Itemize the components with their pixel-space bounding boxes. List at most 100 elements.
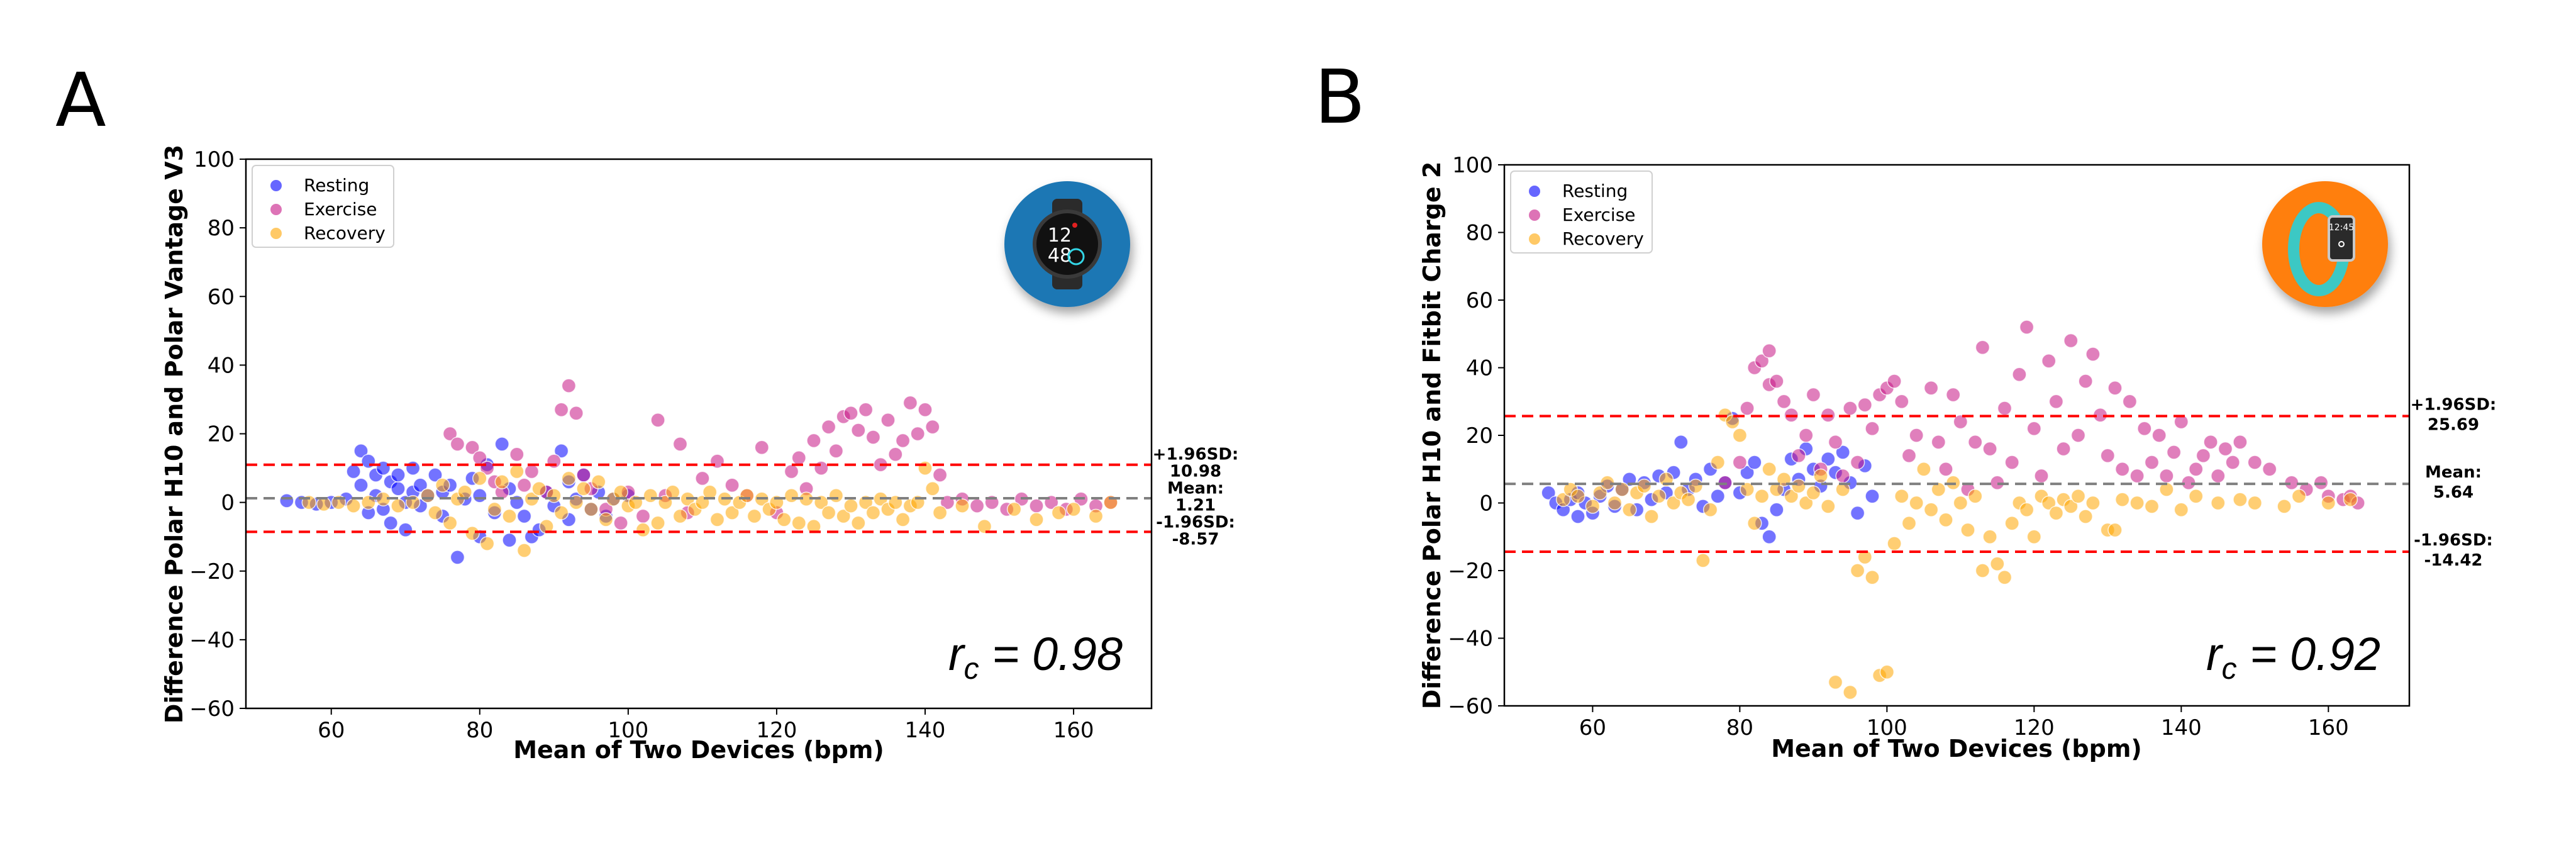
scatter-point-recovery: [1622, 502, 1637, 518]
band-time-icon: 12:45: [2329, 223, 2354, 233]
legend-label-recovery: Recovery: [1562, 228, 1644, 249]
scatter-point-exercise: [547, 454, 562, 469]
scatter-point-exercise: [1857, 397, 1873, 413]
scatter-point-recovery: [598, 512, 614, 527]
y-tick-label: 20: [208, 422, 235, 447]
scatter-point-recovery: [465, 525, 480, 541]
scatter-point-recovery: [1865, 570, 1880, 585]
scatter-point-recovery: [591, 474, 606, 489]
scatter-point-recovery: [1614, 482, 1629, 497]
scatter-point-resting: [413, 477, 428, 493]
device-icon-watch: 12 48: [1004, 181, 1130, 307]
scatter-point-exercise: [576, 467, 591, 483]
scatter-point-recovery: [955, 498, 970, 513]
scatter-point-exercise: [888, 447, 903, 462]
scatter-point-exercise: [2012, 367, 2027, 382]
scatter-point-exercise: [1732, 455, 1748, 470]
scatter-point-recovery: [2041, 495, 2057, 511]
scatter-point-exercise: [2070, 428, 2086, 443]
y-tick-label: 80: [1466, 221, 1493, 246]
scatter-point-exercise: [2262, 462, 2277, 477]
lower-loa-value: -14.42: [2424, 551, 2482, 570]
scatter-point-recovery: [2174, 502, 2189, 518]
scatter-point-exercise: [2218, 441, 2233, 457]
scatter-point-recovery: [1696, 553, 1711, 568]
scatter-point-recovery: [806, 519, 821, 534]
scatter-point-recovery: [1982, 529, 1997, 545]
scatter-point-recovery: [851, 515, 866, 531]
x-tick-label: 100: [1867, 715, 1907, 740]
scatter-point-recovery: [576, 481, 591, 496]
y-tick-label: 60: [1466, 288, 1493, 313]
scatter-point-resting: [450, 550, 465, 565]
scatter-point-recovery: [553, 505, 569, 520]
scatter-point-recovery: [2247, 495, 2263, 511]
scatter-point-recovery: [2211, 495, 2226, 511]
scatter-point-exercise: [613, 515, 628, 531]
scatter-point-exercise: [2225, 455, 2240, 470]
scatter-point-exercise: [635, 508, 651, 524]
scatter-point-exercise: [2048, 394, 2064, 410]
scatter-point-exercise: [806, 433, 821, 449]
scatter-point-recovery: [1754, 489, 1770, 504]
scatter-point-recovery: [1828, 674, 1843, 690]
scatter-point-resting: [391, 467, 406, 483]
scatter-point-recovery: [346, 498, 361, 513]
scatter-point-recovery: [1997, 570, 2012, 585]
scatter-point-exercise: [516, 477, 532, 493]
y-tick-label: −40: [1448, 627, 1493, 652]
scatter-point-exercise: [2056, 441, 2071, 457]
scatter-point-exercise: [1762, 343, 1777, 359]
scatter-point-recovery: [1636, 478, 1652, 494]
scatter-point-exercise: [1865, 421, 1880, 437]
y-tick-label: 40: [208, 353, 235, 378]
scatter-point-recovery: [502, 508, 517, 524]
axis-ticks: 60 80 100 120 140 160 −60 −40 −20 0 20 40 60 80 100: [189, 147, 1094, 743]
scatter-point-exercise: [851, 423, 866, 438]
scatter-point-exercise: [969, 498, 985, 513]
scatter-point-recovery: [1592, 485, 1607, 501]
x-tick-label: 140: [905, 718, 946, 743]
mean-title: Mean:: [2425, 463, 2482, 482]
scatter-point-recovery: [1747, 516, 1762, 531]
scatter-point-recovery: [1813, 468, 1828, 484]
scatter-point-exercise: [442, 426, 458, 442]
scatter-point-exercise: [858, 402, 874, 418]
scatter-point-exercise: [650, 412, 665, 428]
scatter-point-recovery: [457, 484, 472, 500]
scatter-points: [1541, 320, 2365, 700]
scatter-point-recovery: [2188, 489, 2204, 504]
scatter-point-exercise: [2041, 354, 2057, 369]
scatter-point-recovery: [2070, 489, 2086, 504]
scatter-point-recovery: [747, 508, 762, 524]
scatter-point-recovery: [1975, 563, 1990, 578]
scatter-point-recovery: [895, 512, 911, 527]
scatter-point-recovery: [487, 501, 502, 517]
scatter-point-exercise: [2063, 333, 2079, 349]
scatter-point-recovery: [836, 508, 851, 524]
scatter-point-recovery: [724, 505, 740, 520]
scatter-point-recovery: [1835, 482, 1850, 497]
scatter-point-exercise: [1909, 428, 1924, 443]
scatter-point-exercise: [709, 454, 725, 469]
scatter-point-exercise: [1798, 428, 1814, 443]
scatter-point-recovery: [709, 512, 725, 527]
lower-loa-title: -1.96SD:: [2414, 531, 2493, 550]
scatter-point-exercise: [561, 378, 577, 393]
scatter-point-exercise: [2019, 320, 2035, 335]
mean-title: Mean:: [1167, 479, 1224, 498]
scatter-point-recovery: [1960, 522, 1975, 538]
scatter-point-recovery: [531, 481, 547, 496]
scatter-point-recovery: [784, 488, 799, 503]
scatter-point-recovery: [821, 505, 836, 520]
scatter-point-exercise: [524, 464, 540, 479]
scatter-point-recovery: [2048, 505, 2064, 521]
scatter-point-recovery: [1006, 501, 1022, 517]
scatter-point-exercise: [2247, 455, 2263, 470]
scatter-point-exercise: [910, 426, 925, 442]
x-tick-label: 100: [608, 718, 648, 743]
scatter-point-recovery: [2085, 495, 2101, 511]
scatter-point-recovery: [843, 498, 858, 513]
scatter-point-exercise: [754, 440, 770, 455]
scatter-point-recovery: [739, 488, 755, 503]
